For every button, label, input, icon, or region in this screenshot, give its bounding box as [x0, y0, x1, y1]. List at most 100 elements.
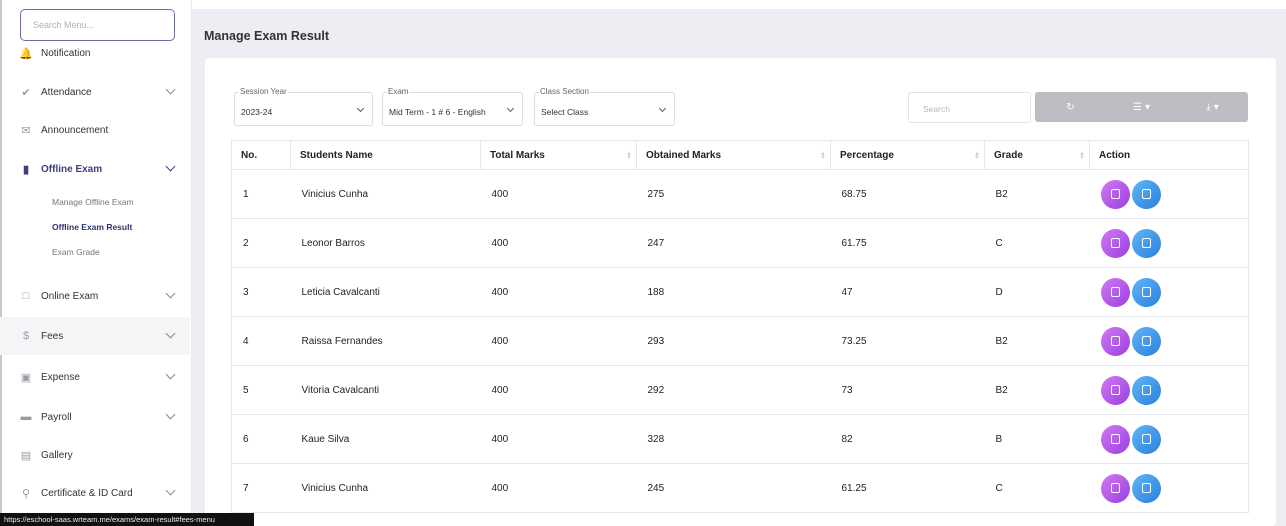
pdf-button[interactable]: [1131, 228, 1161, 258]
table-cell: Kaue Silva: [290, 414, 481, 464]
table-cell: 400: [480, 218, 637, 268]
table-cell: B2: [984, 365, 1090, 415]
table-cell: 1: [231, 169, 291, 219]
sort-icon: ▲ ▼: [1079, 151, 1085, 161]
table-cell: 245: [636, 463, 831, 513]
pdf-button[interactable]: [1131, 179, 1161, 209]
pdf-button[interactable]: [1131, 473, 1161, 503]
pdf-button[interactable]: [1131, 424, 1161, 454]
download-icon: ⤓ ▾: [1206, 101, 1219, 113]
pdf-icon: [1141, 483, 1151, 493]
table-cell: 293: [636, 316, 831, 366]
pdf-button[interactable]: [1131, 375, 1161, 405]
sidebar-item-notification[interactable]: 🔔 Notification: [0, 34, 190, 72]
edit-button[interactable]: [1100, 424, 1130, 454]
sidebar-item-offline-exam[interactable]: ▮ Offline Exam: [0, 150, 190, 188]
sidebar: Search Menu... 🔔 Notification ✔ Attendan…: [0, 0, 192, 526]
table-cell: B: [984, 414, 1090, 464]
refresh-button[interactable]: ↻: [1035, 92, 1106, 122]
table-cell: B2: [984, 316, 1090, 366]
col-grade[interactable]: Grade ▲ ▼: [984, 140, 1090, 170]
pdf-icon: [1141, 336, 1151, 346]
exam-label: Exam: [387, 87, 410, 96]
edit-icon: [1110, 238, 1120, 248]
table-cell: C: [984, 463, 1090, 513]
table-cell: 4: [231, 316, 291, 366]
table-header-row: No. Students Name Total Marks ▲ ▼ Obtained…: [231, 140, 1249, 170]
table-cell: 6: [231, 414, 291, 464]
chevron-down-icon: [165, 409, 176, 420]
table-row: 2 Leonor Barros 400 247 61.75 C: [231, 218, 1249, 268]
pdf-button[interactable]: [1131, 326, 1161, 356]
result-card: Session Year 2023-24 Exam Mid Term - 1 #…: [205, 58, 1276, 526]
exam-result-table: No. Students Name Total Marks ▲ ▼ Obtained…: [231, 140, 1249, 513]
col-students-name[interactable]: Students Name: [290, 140, 481, 170]
chevron-down-icon: [658, 104, 667, 113]
columns-button[interactable]: ☰ ▾: [1106, 92, 1177, 122]
dollar-icon: $: [22, 330, 30, 342]
chevron-down-icon: [165, 485, 176, 496]
table-cell: 68.75: [830, 169, 985, 219]
pdf-icon: [1141, 287, 1151, 297]
col-total-marks[interactable]: Total Marks ▲ ▼: [480, 140, 637, 170]
export-button[interactable]: ⤓ ▾: [1177, 92, 1248, 122]
megaphone-icon: ✉: [21, 124, 31, 137]
edit-icon: [1110, 336, 1120, 346]
pdf-button[interactable]: [1131, 277, 1161, 307]
col-no[interactable]: No.: [231, 140, 291, 170]
class-section-select[interactable]: Class Section Select Class: [534, 87, 675, 126]
sidebar-item-gallery[interactable]: ▤ Gallery: [0, 436, 190, 474]
table-cell: C: [984, 218, 1090, 268]
col-obtained-marks[interactable]: Obtained Marks ▲ ▼: [636, 140, 831, 170]
table-cell: Vinicius Cunha: [290, 169, 481, 219]
sort-icon: ▲ ▼: [820, 151, 826, 161]
chevron-down-icon: [165, 161, 176, 172]
col-percentage[interactable]: Percentage ▲ ▼: [830, 140, 985, 170]
pdf-icon: [1141, 238, 1151, 248]
edit-button[interactable]: [1100, 326, 1130, 356]
sidebar-item-expense[interactable]: ▣ Expense: [0, 358, 190, 396]
sidebar-item-fees[interactable]: $ Fees: [0, 317, 190, 355]
table-cell: 73: [830, 365, 985, 415]
sidebar-item-announcement[interactable]: ✉ Announcement: [0, 111, 190, 149]
table-cell: 61.25: [830, 463, 985, 513]
edit-icon: [1110, 287, 1120, 297]
sidebar-item-certificate[interactable]: ⚲ Certificate & ID Card: [0, 474, 190, 512]
chevron-down-icon: [165, 369, 176, 380]
exam-select[interactable]: Exam Mid Term - 1 # 6 - English: [382, 87, 523, 126]
edit-icon: [1110, 434, 1120, 444]
table-row: 3 Leticia Cavalcanti 400 188 47 D: [231, 267, 1249, 317]
table-search-input[interactable]: Search: [908, 92, 1031, 123]
table-cell: 400: [480, 316, 637, 366]
table-cell: 7: [231, 463, 291, 513]
session-year-select[interactable]: Session Year 2023-24: [234, 87, 373, 126]
edit-button[interactable]: [1100, 277, 1130, 307]
table-cell: 400: [480, 463, 637, 513]
edit-icon: [1110, 189, 1120, 199]
edit-button[interactable]: [1100, 228, 1130, 258]
table-cell: 400: [480, 267, 637, 317]
search-menu-input[interactable]: Search Menu...: [20, 9, 175, 41]
table-cell: Vinicius Cunha: [290, 463, 481, 513]
submenu-exam-grade[interactable]: Exam Grade: [52, 247, 100, 257]
action-cell: [1089, 365, 1249, 415]
pdf-icon: [1141, 434, 1151, 444]
sidebar-item-payroll[interactable]: ▬ Payroll: [0, 398, 190, 436]
edit-button[interactable]: [1100, 179, 1130, 209]
submenu-offline-exam-result[interactable]: Offline Exam Result: [52, 222, 133, 232]
sidebar-item-label: Announcement: [41, 124, 109, 136]
money-icon: ▣: [20, 371, 32, 384]
sidebar-item-label: Gallery: [41, 449, 73, 461]
action-cell: [1089, 218, 1249, 268]
exam-value: Mid Term - 1 # 6 - English: [389, 107, 486, 117]
sidebar-item-label: Attendance: [41, 86, 92, 98]
sidebar-item-attendance[interactable]: ✔ Attendance: [0, 73, 190, 111]
edit-button[interactable]: [1100, 473, 1130, 503]
submenu-manage-offline-exam[interactable]: Manage Offline Exam: [52, 197, 134, 207]
sidebar-item-online-exam[interactable]: □ Online Exam: [0, 277, 190, 315]
class-section-value: Select Class: [541, 107, 589, 117]
page-title: Manage Exam Result: [204, 29, 330, 43]
edit-icon: [1110, 385, 1120, 395]
edit-button[interactable]: [1100, 375, 1130, 405]
table-cell: 247: [636, 218, 831, 268]
